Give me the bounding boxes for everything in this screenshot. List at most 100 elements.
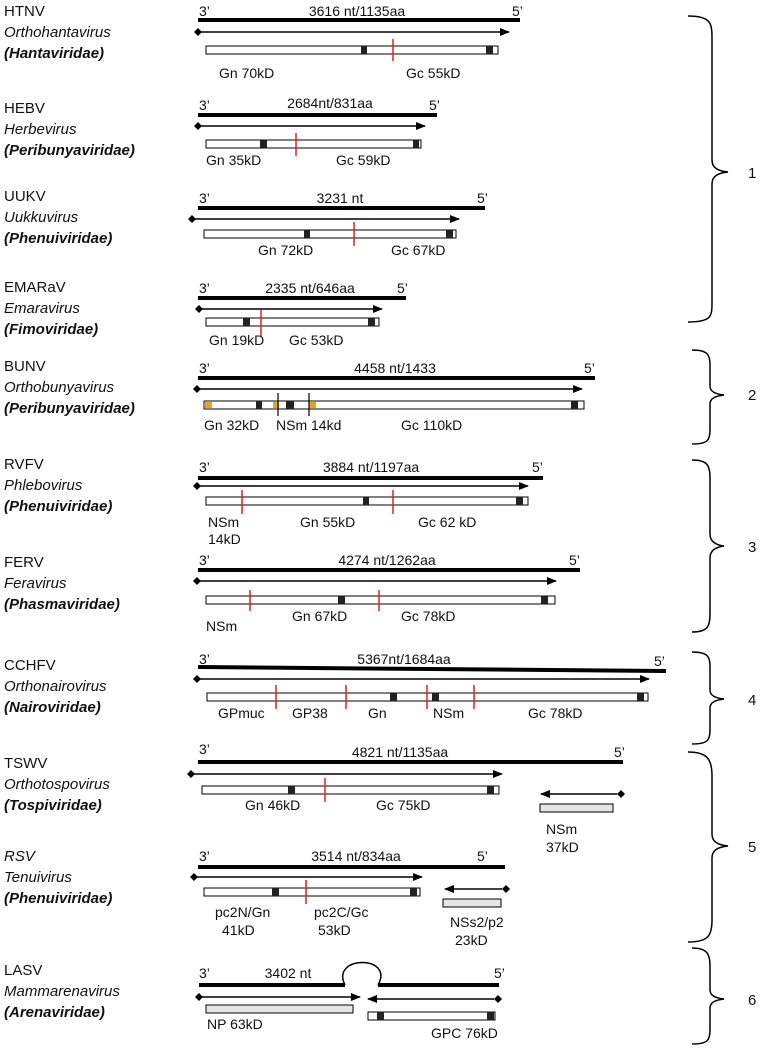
protein-label: Gc 67kD xyxy=(391,242,445,258)
virus-row-emarav: EMARaV Emaravirus (Fimoviridae) 3’ 5’ 23… xyxy=(4,279,408,348)
virus-family: (Hantaviridae) xyxy=(4,45,104,62)
end-3-label: 3’ xyxy=(199,280,210,296)
orf-start-diamond xyxy=(502,885,510,893)
virus-genus: Orthotospovirus xyxy=(4,776,110,793)
virus-family: (Fimoviridae) xyxy=(4,321,98,338)
segment-length-label: 2684nt/831aa xyxy=(287,95,373,111)
end-3-label: 3’ xyxy=(199,190,210,206)
signal-peptide xyxy=(205,402,212,408)
tm-domain xyxy=(377,1012,384,1020)
protein-label: NSm xyxy=(206,618,237,634)
polyprotein-bar xyxy=(201,785,500,795)
end-3-label: 3’ xyxy=(199,97,210,113)
protein-label: Gn 32kD xyxy=(204,417,259,433)
rna-segment xyxy=(198,18,520,22)
virus-abbr: FERV xyxy=(4,554,44,571)
protein-label: 37kD xyxy=(546,839,579,855)
virus-abbr: UUKV xyxy=(4,188,46,205)
protein-label: NSm xyxy=(208,514,239,530)
virus-genus: Orthonairovirus xyxy=(4,678,107,695)
protein-label: Gn 35kD xyxy=(206,152,261,168)
virus-genus: Feravirus xyxy=(4,575,67,592)
tm-domain xyxy=(432,693,439,701)
virus-abbr: HTNV xyxy=(4,3,45,20)
tm-domain xyxy=(361,46,367,54)
tm-domain xyxy=(286,401,294,409)
end-5-label: 5’ xyxy=(569,552,580,568)
brace xyxy=(691,651,725,745)
end-5-label: 5’ xyxy=(512,3,523,19)
brace xyxy=(687,751,729,943)
rna-segment xyxy=(198,296,406,300)
rna-segment xyxy=(197,665,667,673)
tm-domain xyxy=(516,497,523,505)
protein-label: NSm xyxy=(546,821,577,837)
virus-row-ferv: FERV Feravirus (Phasmaviridae) 3’ 5’ 427… xyxy=(4,552,580,634)
virus-family: (Tospiviridae) xyxy=(4,797,102,814)
rna-segment xyxy=(198,568,580,572)
group-label: 2 xyxy=(748,387,756,404)
group-label: 6 xyxy=(748,992,756,1009)
segment-length-label: 5367nt/1684aa xyxy=(357,651,451,667)
end-3-label: 3’ xyxy=(199,459,210,475)
protein-label: NSs2/p2 xyxy=(450,914,504,930)
virus-row-htnv: HTNV Orthohantavirus (Hantaviridae) 3’ 5… xyxy=(4,3,523,81)
protein-label: Gn 72kD xyxy=(258,242,313,258)
virus-family: (Nairoviridae) xyxy=(4,699,101,716)
end-5-label: 5’ xyxy=(477,848,488,864)
group-brace-5: 5 xyxy=(687,751,756,943)
group-brace-1: 1 xyxy=(687,15,756,323)
tm-domain xyxy=(260,140,267,148)
group-brace-3: 3 xyxy=(691,459,756,633)
end-5-label: 5’ xyxy=(397,280,408,296)
protein-label: pc2C/Gc xyxy=(314,904,368,920)
tm-domain xyxy=(487,1012,494,1020)
tm-domain xyxy=(304,230,310,238)
virus-row-hebv: HEBV Herbevirus (Peribunyaviridae) 3’ 5’… xyxy=(4,95,440,168)
protein-label: GPmuc xyxy=(218,705,265,721)
polyprotein-bar xyxy=(205,595,556,605)
protein-label: Gn 55kD xyxy=(300,514,355,530)
protein-label: Gc 78kD xyxy=(401,608,455,624)
virus-row-uukv: UUKV Uukkuvirus (Phenuiviridae) 3’ 5’ 32… xyxy=(4,188,488,258)
polyprotein-bar xyxy=(205,317,380,327)
segment-length-label: 4458 nt/1433 xyxy=(354,360,436,376)
virus-genus: Mammarenavirus xyxy=(4,983,120,1000)
segment-length-label: 3514 nt/834aa xyxy=(311,848,401,864)
virus-abbr: BUNV xyxy=(4,358,46,375)
virus-row-bunv: BUNV Orthobunyavirus (Peribunyaviridae) … xyxy=(4,358,595,433)
orf-start-diamond xyxy=(617,790,625,798)
rna-segment xyxy=(198,206,485,210)
end-3-label: 3’ xyxy=(199,651,210,667)
virus-genus: Tenuivirus xyxy=(4,869,72,886)
virus-family: (Peribunyaviridae) xyxy=(4,400,135,417)
nss2-protein-bar xyxy=(442,898,502,908)
group-brace-4: 4 xyxy=(691,651,756,745)
polyprotein-bar xyxy=(205,45,499,55)
tm-domain xyxy=(637,693,644,701)
end-5-label: 5’ xyxy=(614,744,625,760)
tm-domain xyxy=(390,693,397,701)
virus-row-rvfv: RVFV Phlebovirus (Phenuiviridae) 3’ 5’ 3… xyxy=(4,456,543,547)
protein-label: Gc 75kD xyxy=(376,797,430,813)
protein-label: 23kD xyxy=(455,932,488,948)
polyprotein-bar xyxy=(203,229,457,239)
protein-label: Gc 62 kD xyxy=(418,514,476,530)
end-5-label: 5’ xyxy=(494,965,505,981)
protein-label: Gc 53kD xyxy=(289,332,343,348)
group-brace-6: 6 xyxy=(691,947,756,1045)
end-3-label: 3’ xyxy=(199,965,210,981)
rna-segment-right xyxy=(378,983,499,987)
protein-label: GP38 xyxy=(292,705,328,721)
protein-label: NP 63kD xyxy=(207,1016,263,1032)
tm-domain xyxy=(486,46,493,54)
polyprotein-bar xyxy=(203,887,421,897)
segment-length-label: 3616 nt/1135aa xyxy=(309,3,405,19)
virus-row-rsv: RSV Tenuivirus (Phenuiviridae) 3’ 5’ 351… xyxy=(4,848,510,948)
tm-domain xyxy=(256,401,262,409)
brace xyxy=(691,349,725,445)
segment-length-label: 4821 nt/1135aa xyxy=(352,744,448,760)
end-5-label: 5’ xyxy=(477,190,488,206)
tm-domain xyxy=(487,786,494,794)
